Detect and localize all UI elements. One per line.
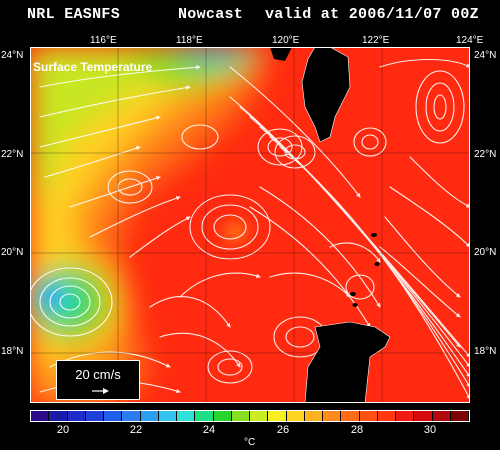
lat-tick-right-20: 20°N	[474, 247, 497, 258]
colorbar-label-24: 24	[202, 424, 216, 436]
colorbar-cell	[450, 411, 469, 421]
model-name: NRL EASNFS	[27, 6, 121, 23]
china-coast-land	[270, 47, 292, 61]
lon-tick-124: 124°E	[456, 35, 484, 46]
graticule	[30, 47, 470, 403]
colorbar-label-22: 22	[129, 424, 143, 436]
temperature-colorbar	[30, 410, 470, 422]
colorbar-cell	[377, 411, 396, 421]
colorbar-cell	[177, 411, 196, 421]
colorbar-cell	[85, 411, 104, 421]
vector-scale-label: 20 cm/s	[75, 367, 121, 382]
colorbar-cell	[268, 411, 287, 421]
colorbar-cell	[49, 411, 68, 421]
colorbar-cell	[195, 411, 214, 421]
temperature-field	[30, 47, 470, 403]
colorbar-label-30: 30	[423, 424, 437, 436]
colorbar-cell	[67, 411, 86, 421]
lon-tick-122: 122°E	[362, 35, 390, 46]
lon-tick-118: 118°E	[176, 35, 203, 46]
colorbar-cell	[213, 411, 232, 421]
lat-tick-left-24: 24°N	[1, 50, 24, 61]
colorbar-label-20: 20	[56, 424, 70, 436]
colorbar-cell	[359, 411, 378, 421]
colorbar-cell	[341, 411, 360, 421]
product-type: Nowcast	[178, 6, 244, 23]
colorbar-cell	[31, 411, 50, 421]
vector-scale-box: 20 cm/s	[56, 360, 140, 400]
field-label: Surface Temperature	[33, 60, 153, 74]
colorbar-cell	[231, 411, 250, 421]
colorbar-cell	[250, 411, 269, 421]
colorbar-cell	[140, 411, 159, 421]
sst-map	[30, 47, 470, 403]
colorbar-cell	[414, 411, 433, 421]
lon-tick-116: 116°E	[90, 35, 117, 46]
lat-tick-left-18: 18°N	[1, 346, 24, 357]
lat-tick-right-24: 24°N	[474, 50, 497, 61]
colorbar-units: °C	[244, 437, 256, 448]
colorbar-cell	[104, 411, 123, 421]
colorbar-cell	[396, 411, 415, 421]
lat-tick-right-22: 22°N	[474, 149, 497, 160]
colorbar-cell	[286, 411, 305, 421]
valid-time: valid at 2006/11/07 00Z	[265, 6, 479, 23]
colorbar-cell	[323, 411, 342, 421]
colorbar-cell	[158, 411, 177, 421]
colorbar-cell	[304, 411, 323, 421]
vector-scale-arrow-icon	[92, 388, 109, 394]
lat-tick-left-22: 22°N	[1, 149, 24, 160]
taiwan-land	[301, 47, 351, 143]
colorbar-label-26: 26	[276, 424, 290, 436]
lon-tick-120: 120°E	[272, 35, 300, 46]
colorbar-cell	[122, 411, 141, 421]
lat-tick-left-20: 20°N	[1, 247, 24, 258]
colorbar-label-28: 28	[350, 424, 364, 436]
luzon-land	[304, 321, 391, 403]
colorbar-cell	[432, 411, 451, 421]
lat-tick-right-18: 18°N	[474, 346, 497, 357]
